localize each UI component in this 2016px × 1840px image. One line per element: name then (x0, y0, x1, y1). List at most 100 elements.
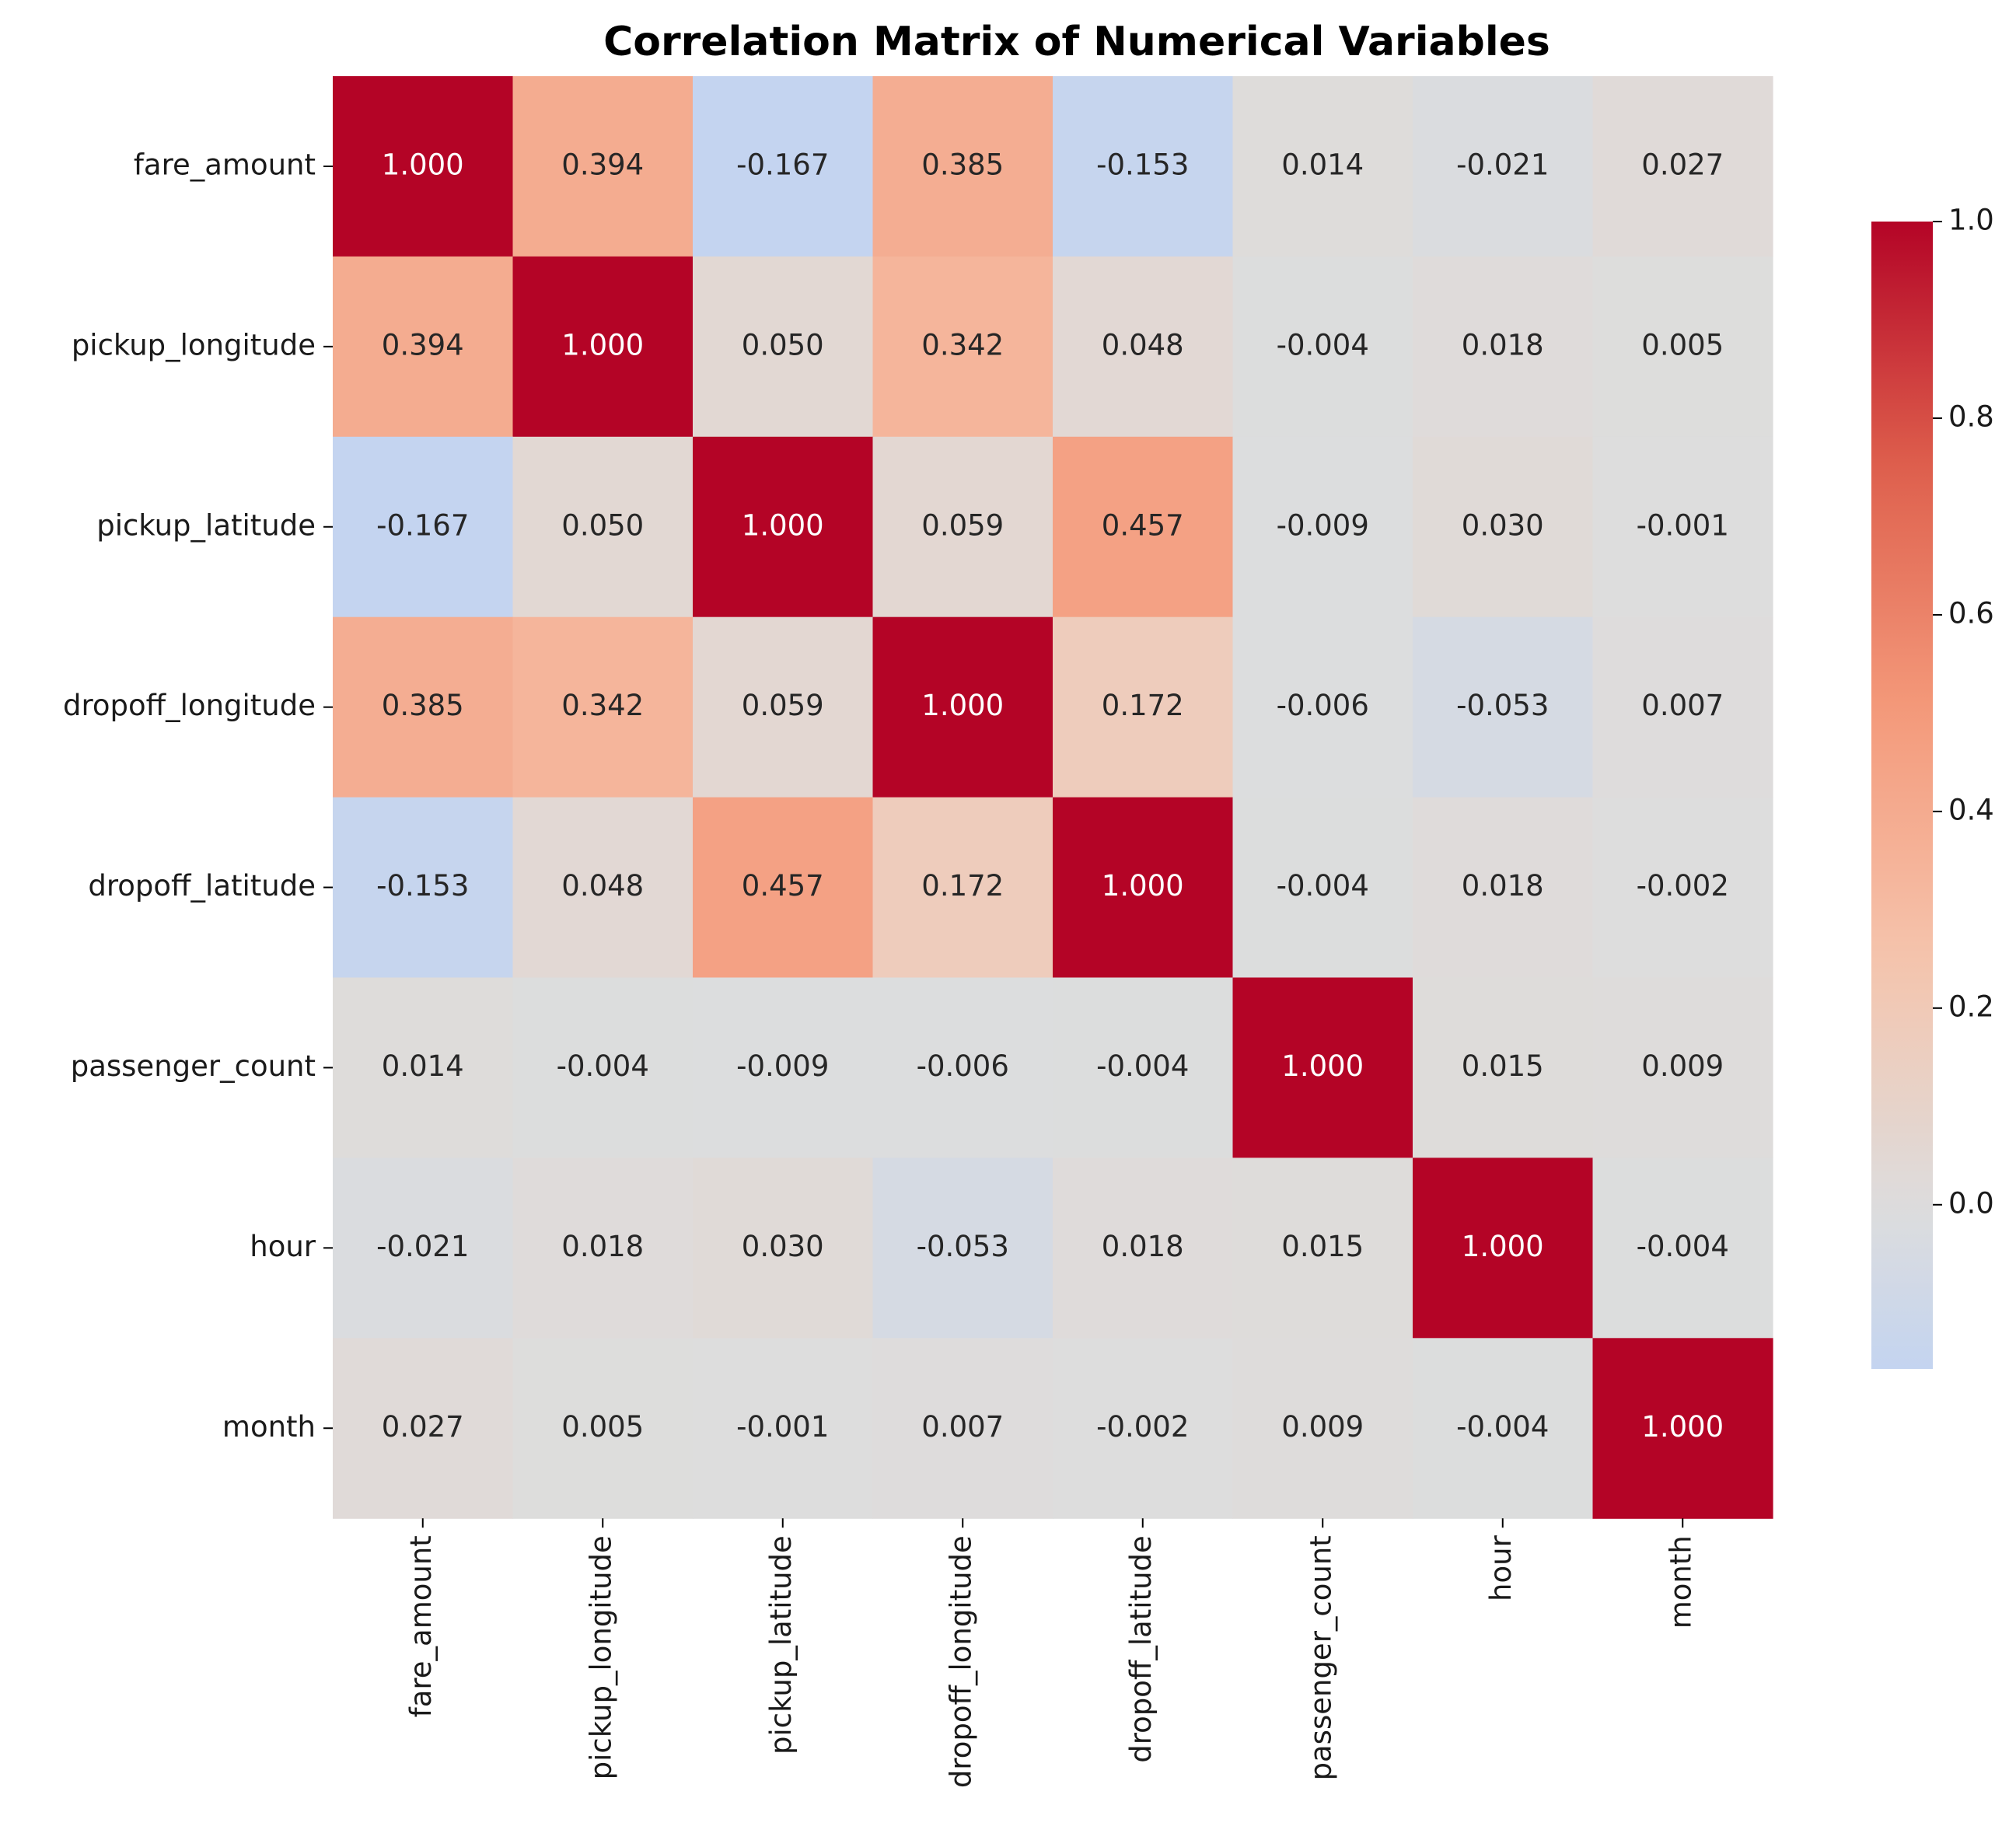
y-tick-label-hour: hour (250, 1230, 316, 1263)
cell-value-label: 0.172 (921, 869, 1004, 903)
heatmap-cell-pickup-latitude-fare-amount (333, 436, 514, 618)
cell-value-label: -0.021 (376, 1230, 469, 1263)
heatmap-cell-pickup-latitude-month (1592, 436, 1773, 618)
cell-value-label: -0.004 (1637, 1230, 1729, 1263)
heatmap-cell-dropoff-latitude-pickup-longitude (512, 797, 694, 979)
heatmap-cell-fare-amount-passenger-count (1232, 76, 1413, 257)
heatmap-cell-pickup-longitude-passenger-count (1232, 256, 1413, 438)
heatmap-cell-hour-dropoff-longitude (872, 1157, 1053, 1339)
colorbar-tick-label: 0.6 (1948, 596, 1994, 630)
cell-value-label: -0.002 (1637, 869, 1729, 903)
cell-value-label: -0.004 (557, 1049, 649, 1083)
heatmap-cell-pickup-latitude-dropoff-longitude (872, 436, 1053, 618)
y-tick-label-fare-amount: fare_amount (134, 148, 316, 181)
colorbar-ticks: 0.0 0.2 0.4 0.6 0.8 1.0 (1933, 204, 1994, 1220)
cell-value-label: 0.059 (921, 508, 1004, 542)
y-tick-label-month: month (222, 1410, 316, 1444)
y-tick-label-pickup-latitude: pickup_latitude (96, 508, 316, 542)
heatmap-cell-fare-amount-fare-amount (333, 76, 514, 257)
cell-value-label: 0.018 (1462, 869, 1544, 903)
cell-value-label: 0.385 (921, 148, 1004, 181)
heatmap-cell-fare-amount-pickup-latitude (693, 76, 874, 257)
cell-value-label: -0.009 (736, 1049, 829, 1083)
heatmap-cell-fare-amount-dropoff-longitude (872, 76, 1053, 257)
cell-value-label: 1.000 (1102, 869, 1184, 903)
cell-value-label: 0.394 (561, 148, 644, 181)
cell-value-label: -0.002 (1096, 1410, 1189, 1444)
heatmap-cell-pickup-longitude-dropoff-longitude (872, 256, 1053, 438)
cell-value-label: 0.018 (1102, 1230, 1184, 1263)
cell-value-label: 0.007 (1641, 689, 1724, 722)
heatmap-cell-hour-pickup-longitude (512, 1157, 694, 1339)
cell-value-label: -0.053 (917, 1230, 1009, 1263)
heatmap-cell-pickup-latitude-pickup-longitude (512, 436, 694, 618)
cell-value-label: -0.153 (1096, 148, 1189, 181)
heatmap-cell-fare-amount-hour (1413, 76, 1594, 257)
heatmap-cell-month-passenger-count (1232, 1338, 1413, 1519)
y-tick-label-dropoff-latitude: dropoff_latitude (88, 869, 316, 903)
colorbar-gradient (1871, 222, 1933, 1369)
cell-value-label: 0.005 (1641, 328, 1724, 361)
cell-value-label: 0.059 (742, 689, 824, 722)
y-tick-label-pickup-longitude: pickup_longitude (72, 328, 316, 361)
cell-value-label: -0.021 (1456, 148, 1549, 181)
x-axis: fare_amount pickup_longitude pickup_latitu… (404, 1518, 1698, 1788)
cell-value-label: -0.153 (376, 869, 469, 903)
cell-value-label: 0.015 (1281, 1230, 1364, 1263)
cell-value-label: 0.014 (382, 1049, 464, 1083)
colorbar-tick-label: 0.8 (1948, 400, 1994, 433)
heatmap-cell-pickup-longitude-dropoff-latitude (1053, 256, 1234, 438)
heatmap-cell-hour-hour (1413, 1157, 1594, 1339)
cell-value-label: 0.050 (561, 508, 644, 542)
x-tick-label-dropoff-latitude: dropoff_latitude (1124, 1535, 1158, 1763)
cell-value-label: 0.030 (742, 1230, 824, 1263)
heatmap-cell-fare-amount-dropoff-latitude (1053, 76, 1234, 257)
cell-value-label: -0.006 (917, 1049, 1009, 1083)
heatmap-cell-dropoff-latitude-hour (1413, 797, 1594, 979)
heatmap-cell-pickup-latitude-dropoff-latitude (1053, 436, 1234, 618)
heatmap-cell-hour-dropoff-latitude (1053, 1157, 1234, 1339)
x-tick-label-month: month (1665, 1535, 1698, 1629)
heatmap-cell-passenger-count-hour (1413, 977, 1594, 1158)
heatmap-cell-hour-passenger-count (1232, 1157, 1413, 1339)
y-tick-label-dropoff-longitude: dropoff_longitude (63, 689, 316, 722)
cell-value-label: 0.009 (1641, 1049, 1724, 1083)
x-tick-label-pickup-latitude: pickup_latitude (764, 1535, 798, 1754)
heatmap-cell-dropoff-longitude-dropoff-longitude (872, 616, 1053, 798)
heatmap-cell-passenger-count-pickup-longitude (512, 977, 694, 1158)
cell-value-label: 0.048 (1102, 328, 1184, 361)
cell-value-label: 1.000 (1641, 1410, 1724, 1444)
heatmap-cell-month-dropoff-longitude (872, 1338, 1053, 1519)
heatmap-cell-passenger-count-dropoff-latitude (1053, 977, 1234, 1158)
heatmap-cell-month-pickup-longitude (512, 1338, 694, 1519)
heatmap-cell-hour-pickup-latitude (693, 1157, 874, 1339)
heatmap-cell-passenger-count-dropoff-longitude (872, 977, 1053, 1158)
heatmap-cell-dropoff-latitude-pickup-latitude (693, 797, 874, 979)
cell-value-label: -0.004 (1456, 1410, 1549, 1444)
cell-value-label: -0.004 (1277, 869, 1369, 903)
cell-value-label: 1.000 (742, 508, 824, 542)
heatmap-cell-dropoff-longitude-pickup-latitude (693, 616, 874, 798)
cell-value-label: -0.167 (736, 148, 829, 181)
cell-value-label: 0.027 (382, 1410, 464, 1444)
heatmap-cell-dropoff-latitude-passenger-count (1232, 797, 1413, 979)
cell-value-label: 0.050 (742, 328, 824, 361)
heatmap-cell-passenger-count-passenger-count (1232, 977, 1413, 1158)
cell-value-label: 0.048 (561, 869, 644, 903)
cell-value-label: 0.018 (561, 1230, 644, 1263)
y-tick-label-passenger-count: passenger_count (71, 1049, 316, 1083)
cell-value-label: -0.001 (736, 1410, 829, 1444)
cell-value-labels: 1.000 0.394 -0.167 0.385 -0.153 0.014 -0.021 0.… (376, 148, 1729, 1443)
cell-value-label: -0.167 (376, 508, 469, 542)
heatmap-cell-month-fare-amount (333, 1338, 514, 1519)
cell-value-label: 1.000 (1281, 1049, 1364, 1083)
cell-value-label: 1.000 (382, 148, 464, 181)
heatmap-cell-pickup-longitude-fare-amount (333, 256, 514, 438)
chart-title: Correlation Matrix of Numerical Variable… (603, 19, 1550, 65)
heatmap-cell-fare-amount-pickup-longitude (512, 76, 694, 257)
heatmap-cell-passenger-count-month (1592, 977, 1773, 1158)
heatmap-cell-dropoff-longitude-pickup-longitude (512, 616, 694, 798)
x-tick-label-passenger-count: passenger_count (1305, 1535, 1338, 1780)
cell-value-label: -0.006 (1277, 689, 1369, 722)
colorbar: 0.0 0.2 0.4 0.6 0.8 1.0 (1871, 204, 1994, 1369)
